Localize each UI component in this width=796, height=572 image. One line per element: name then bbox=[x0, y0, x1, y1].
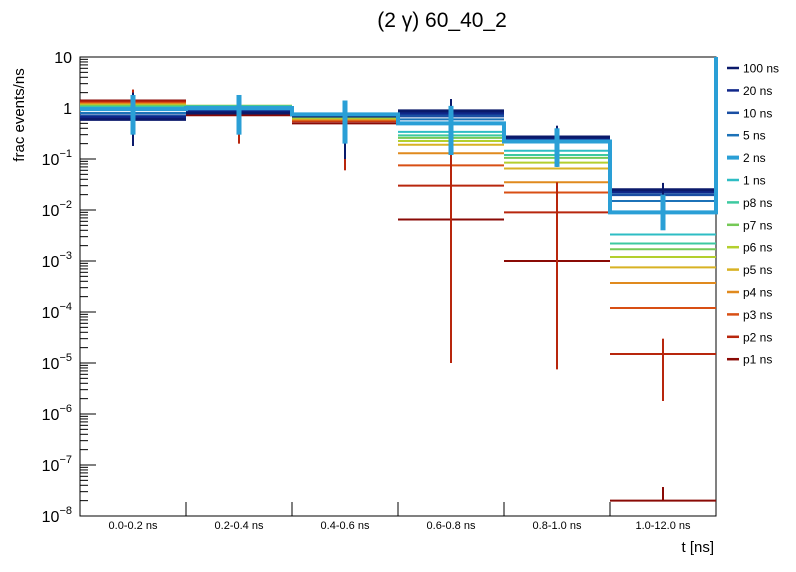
legend-label: p8 ns bbox=[743, 196, 772, 210]
legend-label: p7 ns bbox=[743, 218, 772, 232]
legend: 100 ns 20 ns 10 ns 5 ns 2 ns 1 ns p8 ns p7 ns p6… bbox=[727, 62, 779, 367]
legend-label: 100 ns bbox=[743, 62, 779, 76]
error-bars-group bbox=[130, 89, 666, 501]
y-tick-label: 10 bbox=[54, 50, 72, 67]
legend-label: p1 ns bbox=[743, 353, 772, 367]
x-tick-label: 0.0-0.2 ns bbox=[109, 520, 158, 532]
x-tick-label: 0.8-1.0 ns bbox=[533, 520, 582, 532]
x-tick-label: 0.4-0.6 ns bbox=[321, 520, 370, 532]
x-tick-label: 0.6-0.8 ns bbox=[427, 520, 476, 532]
series-line bbox=[80, 57, 718, 215]
chart-title: (2 γ) 60_40_2 bbox=[377, 9, 507, 32]
y-tick-label: 10−4 bbox=[42, 301, 72, 322]
legend-label: p3 ns bbox=[743, 308, 772, 322]
legend-label: 2 ns bbox=[743, 151, 766, 165]
y-axis-title: frac events/ns bbox=[11, 68, 28, 161]
x-axis-title: t [ns] bbox=[681, 539, 714, 556]
plot-frame bbox=[79, 56, 717, 517]
legend-label: 20 ns bbox=[743, 84, 772, 98]
legend-label: p2 ns bbox=[743, 330, 772, 344]
legend-label: 5 ns bbox=[743, 129, 766, 143]
y-tick-label: 10−5 bbox=[42, 352, 72, 373]
y-tick-label: 10−1 bbox=[42, 148, 72, 169]
x-axis: 0.0-0.2 ns 0.2-0.4 ns 0.4-0.6 ns 0.6-0.8 ns… bbox=[109, 502, 691, 532]
legend-label: 10 ns bbox=[743, 106, 772, 120]
legend-label: p4 ns bbox=[743, 286, 772, 300]
legend-label: 1 ns bbox=[743, 174, 766, 188]
legend-label: p6 ns bbox=[743, 241, 772, 255]
series-group bbox=[80, 57, 718, 502]
y-tick-label: 10−3 bbox=[42, 250, 72, 271]
y-tick-label: 10−6 bbox=[42, 403, 72, 424]
y-tick-label: 10−2 bbox=[42, 199, 72, 220]
y-tick-label: 10−7 bbox=[42, 454, 72, 475]
y-tick-label: 10−8 bbox=[42, 505, 72, 526]
legend-label: p5 ns bbox=[743, 263, 772, 277]
y-axis: 10 1 10−1 10−2 10−3 10−4 10−5 10−6 10−7 10−8 bbox=[42, 50, 96, 526]
x-tick-label: 0.2-0.4 ns bbox=[215, 520, 264, 532]
y-tick-label: 1 bbox=[63, 101, 72, 118]
x-tick-label: 1.0-12.0 ns bbox=[635, 520, 691, 532]
